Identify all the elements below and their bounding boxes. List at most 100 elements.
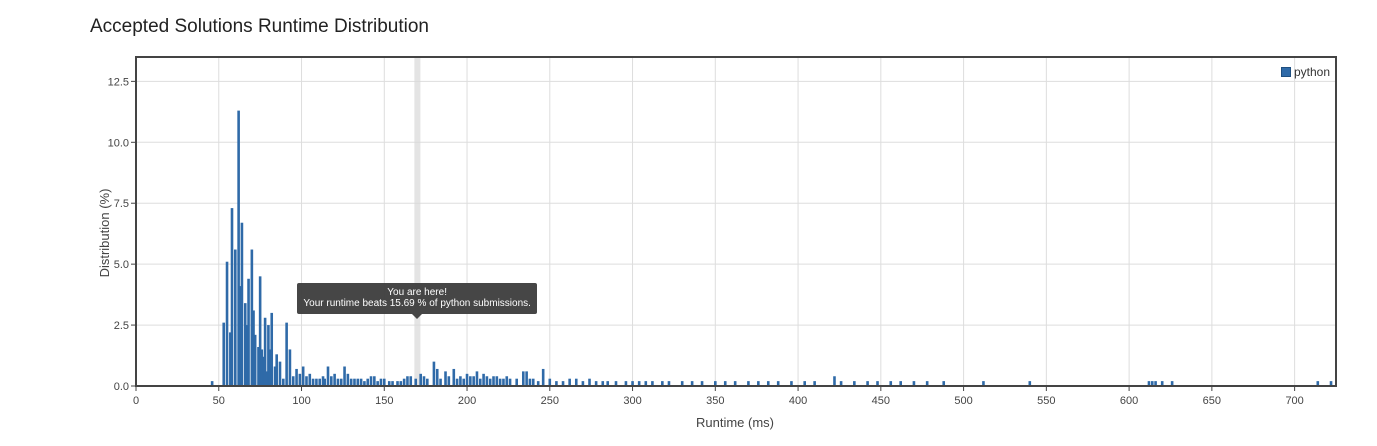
bar[interactable] — [369, 376, 373, 386]
bar[interactable] — [326, 366, 330, 386]
bar[interactable] — [339, 378, 343, 386]
bar[interactable] — [301, 366, 305, 386]
bar[interactable] — [402, 378, 406, 386]
bar[interactable] — [318, 378, 322, 386]
bar[interactable] — [833, 376, 836, 386]
bar[interactable] — [515, 378, 518, 386]
bar[interactable] — [528, 378, 532, 386]
bar[interactable] — [258, 276, 262, 386]
bar[interactable] — [278, 361, 282, 386]
bar[interactable] — [229, 332, 232, 386]
bar[interactable] — [839, 381, 843, 386]
bar[interactable] — [210, 381, 214, 386]
bar[interactable] — [315, 378, 318, 386]
bar[interactable] — [472, 376, 475, 386]
bar[interactable] — [414, 378, 418, 386]
bar[interactable] — [363, 381, 366, 386]
bar[interactable] — [942, 381, 946, 386]
bar[interactable] — [766, 381, 770, 386]
bar[interactable] — [343, 366, 346, 386]
bar[interactable] — [422, 376, 426, 386]
bar[interactable] — [387, 381, 391, 386]
bar[interactable] — [522, 371, 525, 386]
bar[interactable] — [291, 376, 295, 386]
bar[interactable] — [568, 378, 571, 386]
bar[interactable] — [376, 381, 379, 386]
bar[interactable] — [253, 334, 257, 386]
bar[interactable] — [853, 381, 856, 386]
bar[interactable] — [267, 325, 270, 386]
bar[interactable] — [333, 373, 336, 386]
bar[interactable] — [225, 261, 229, 386]
bar[interactable] — [426, 378, 429, 386]
bar[interactable] — [667, 381, 671, 386]
bar[interactable] — [469, 376, 472, 386]
bar[interactable] — [700, 381, 704, 386]
bar[interactable] — [889, 381, 893, 386]
bar[interactable] — [346, 373, 350, 386]
bar[interactable] — [536, 381, 540, 386]
bar[interactable] — [492, 376, 495, 386]
bar[interactable] — [311, 378, 315, 386]
bar[interactable] — [631, 381, 634, 386]
bar[interactable] — [330, 376, 333, 386]
bar[interactable] — [606, 381, 610, 386]
bar[interactable] — [260, 349, 264, 386]
bar[interactable] — [432, 361, 436, 386]
bar[interactable] — [270, 312, 274, 386]
bar[interactable] — [308, 373, 312, 386]
bar[interactable] — [680, 381, 684, 386]
bar[interactable] — [250, 249, 254, 386]
bar[interactable] — [295, 368, 298, 386]
bar[interactable] — [439, 378, 442, 386]
bar[interactable] — [1147, 381, 1151, 386]
bar[interactable] — [925, 381, 929, 386]
bar[interactable] — [237, 110, 240, 387]
bar[interactable] — [690, 381, 694, 386]
bar[interactable] — [1154, 381, 1157, 386]
bar[interactable] — [373, 376, 376, 386]
bar[interactable] — [238, 286, 242, 386]
bar[interactable] — [1170, 381, 1174, 386]
bar[interactable] — [548, 378, 552, 386]
bar[interactable] — [488, 378, 492, 386]
bar[interactable] — [356, 378, 360, 386]
bar[interactable] — [252, 310, 255, 386]
bar[interactable] — [298, 373, 302, 386]
bar[interactable] — [581, 381, 585, 386]
bar[interactable] — [275, 354, 278, 386]
bar[interactable] — [502, 378, 505, 386]
bar[interactable] — [462, 378, 466, 386]
bar[interactable] — [776, 381, 780, 386]
bar[interactable] — [475, 371, 479, 386]
bar[interactable] — [447, 376, 451, 386]
bar[interactable] — [359, 378, 363, 386]
bar[interactable] — [790, 381, 793, 386]
bar[interactable] — [379, 378, 383, 386]
bar[interactable] — [222, 322, 226, 386]
bar[interactable] — [644, 381, 648, 386]
bar[interactable] — [366, 378, 370, 386]
bar[interactable] — [982, 381, 985, 386]
bar[interactable] — [525, 371, 528, 386]
bar[interactable] — [588, 378, 591, 386]
bar[interactable] — [624, 381, 628, 386]
bar[interactable] — [435, 368, 439, 386]
bar[interactable] — [353, 378, 356, 386]
bar[interactable] — [495, 376, 499, 386]
bar[interactable] — [508, 378, 512, 386]
bar[interactable] — [230, 208, 234, 386]
bar[interactable] — [757, 381, 760, 386]
bar[interactable] — [813, 381, 816, 386]
bar[interactable] — [912, 381, 916, 386]
bar[interactable] — [257, 347, 260, 386]
bar[interactable] — [1329, 381, 1333, 386]
bar[interactable] — [1316, 381, 1320, 386]
bar[interactable] — [409, 376, 413, 386]
bar[interactable] — [240, 222, 244, 386]
bar[interactable] — [614, 381, 618, 386]
bar[interactable] — [245, 325, 249, 386]
bar[interactable] — [1150, 381, 1154, 386]
bar[interactable] — [714, 381, 717, 386]
bar[interactable] — [505, 376, 509, 386]
